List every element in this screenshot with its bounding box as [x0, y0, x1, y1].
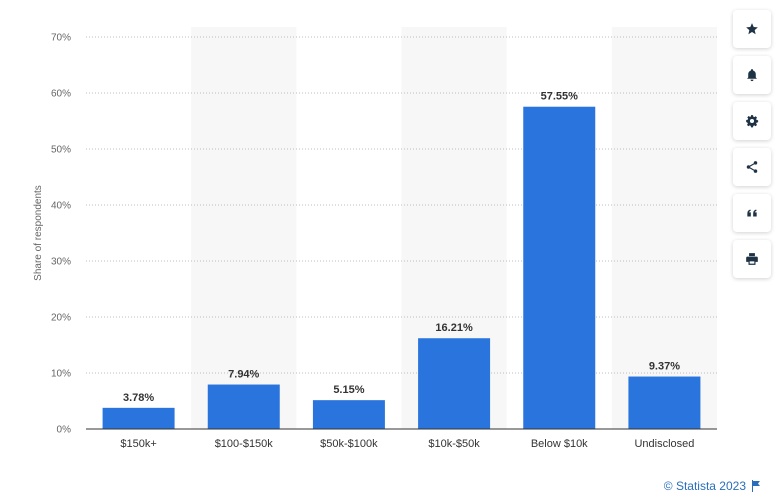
print-button[interactable] [733, 240, 771, 278]
y-axis-title: Share of respondents [33, 185, 44, 281]
x-tick-label: Undisclosed [634, 438, 694, 450]
y-tick-label: 20% [51, 313, 71, 324]
share-icon [746, 161, 758, 173]
bars [102, 106, 701, 429]
y-tick-label: 40% [51, 201, 71, 212]
cite-button[interactable] [733, 194, 771, 232]
bar[interactable] [628, 376, 701, 429]
y-tick-label: 0% [57, 425, 72, 436]
bar[interactable] [523, 106, 596, 429]
bar[interactable] [102, 407, 175, 429]
value-label: 57.55% [541, 91, 579, 103]
toolbar [733, 10, 771, 286]
statista-credit[interactable]: © Statista 2023 [664, 479, 761, 493]
bell-icon [747, 69, 757, 82]
star-button[interactable] [733, 10, 771, 48]
bell-button[interactable] [733, 56, 771, 94]
flag-icon [752, 480, 760, 492]
value-label: 5.15% [333, 384, 364, 396]
credit-text[interactable]: © Statista 2023 [663, 479, 746, 493]
y-tick-label: 10% [51, 369, 71, 380]
bar[interactable] [312, 400, 385, 429]
y-axis-ticks: 0% 10% 20% 30% 40% 50% 60% 70% [51, 33, 71, 436]
x-tick-label: $150k+ [120, 438, 156, 450]
plot-band [191, 27, 297, 429]
y-tick-label: 70% [51, 33, 71, 44]
share-button[interactable] [733, 148, 771, 186]
x-tick-label: $10k-$50k [428, 438, 480, 450]
grid-lines [86, 36, 717, 374]
quote-icon [747, 209, 757, 217]
value-label: 7.94% [228, 369, 259, 381]
x-tick-label: Below $10k [531, 438, 588, 450]
value-label: 3.78% [123, 392, 154, 404]
gear-icon [746, 115, 759, 128]
x-tick-label: $100-$150k [215, 438, 274, 450]
print-icon [746, 253, 758, 265]
bar[interactable] [418, 338, 491, 429]
x-axis-labels: $150k+ $100-$150k $50k-$100k $10k-$50k Below… [120, 438, 694, 450]
value-label: 16.21% [435, 322, 473, 334]
x-tick-label: $50k-$100k [320, 438, 378, 450]
y-tick-label: 50% [51, 145, 71, 156]
plot-band [611, 27, 717, 429]
bar[interactable] [207, 384, 280, 429]
value-label: 9.37% [649, 361, 680, 373]
star-icon [746, 23, 758, 35]
y-tick-label: 60% [51, 89, 71, 100]
value-labels: 3.78% 7.94% 5.15% 16.21% 57.55% 9.37% [123, 91, 680, 404]
y-tick-label: 30% [51, 257, 71, 268]
settings-button[interactable] [733, 102, 771, 140]
plot-bands [191, 27, 717, 429]
